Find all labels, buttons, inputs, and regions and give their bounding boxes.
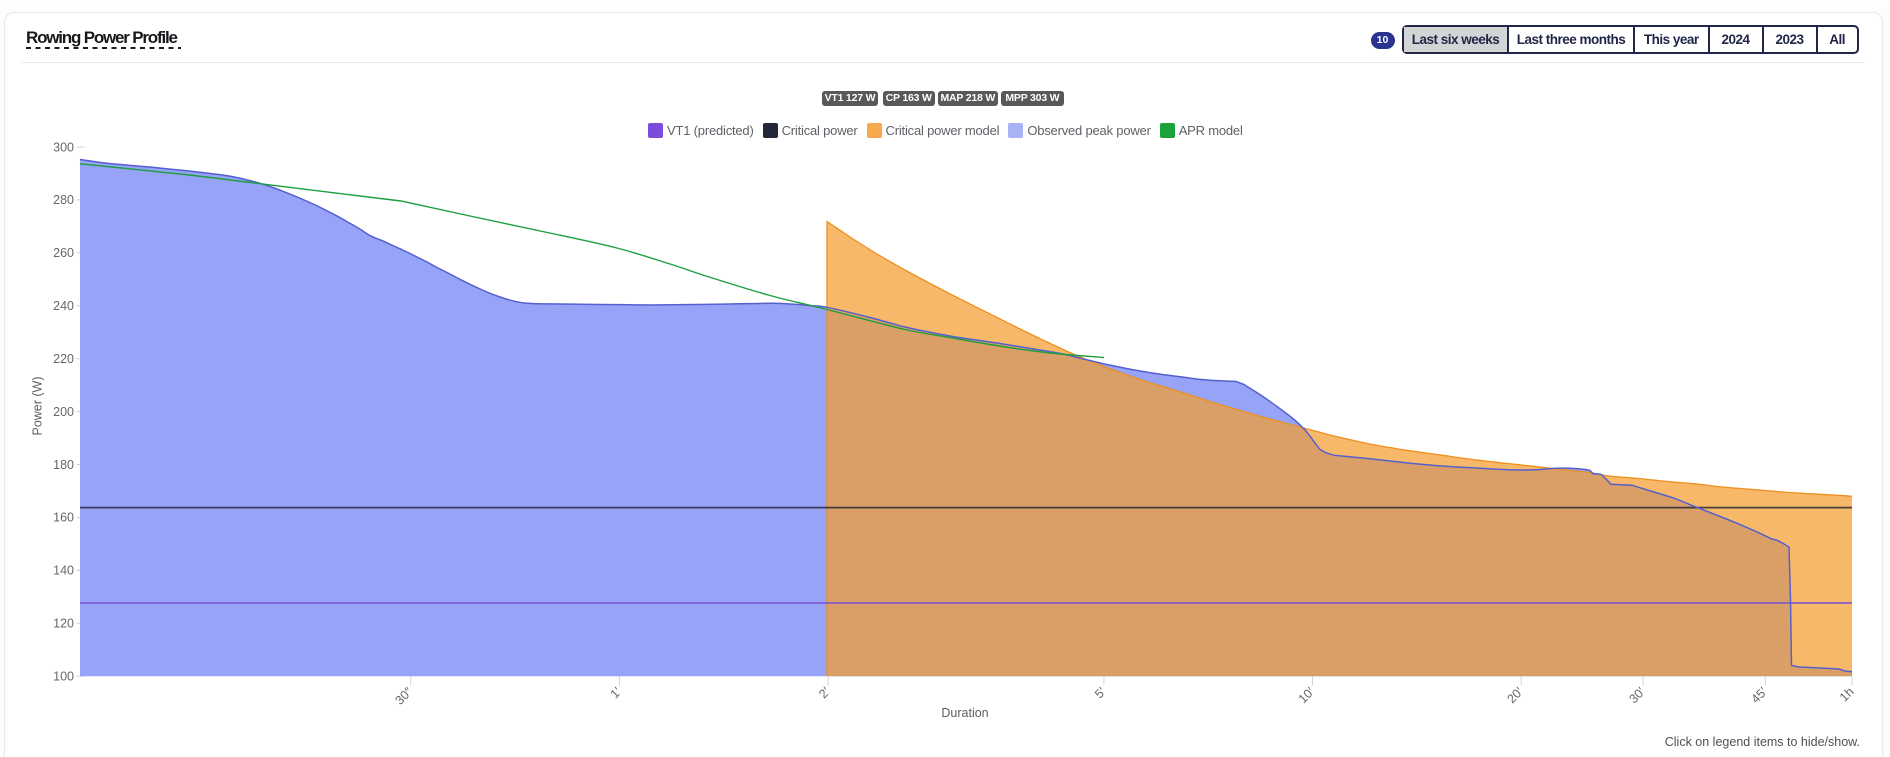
- svg-text:2′: 2′: [816, 684, 833, 701]
- svg-text:220: 220: [53, 352, 74, 366]
- svg-text:280: 280: [53, 193, 74, 207]
- svg-text:100: 100: [53, 670, 74, 684]
- svg-text:30″: 30″: [392, 684, 415, 707]
- svg-text:200: 200: [53, 405, 74, 419]
- svg-text:180: 180: [53, 458, 74, 472]
- svg-text:Power (W): Power (W): [31, 376, 45, 435]
- svg-text:140: 140: [53, 564, 74, 578]
- svg-text:300: 300: [53, 140, 74, 154]
- svg-text:120: 120: [53, 617, 74, 631]
- svg-text:20′: 20′: [1504, 684, 1526, 706]
- svg-text:45′: 45′: [1749, 684, 1771, 706]
- svg-text:Duration: Duration: [941, 706, 988, 720]
- svg-text:1′: 1′: [608, 684, 625, 701]
- svg-text:260: 260: [53, 246, 74, 260]
- svg-text:30′: 30′: [1626, 684, 1648, 706]
- svg-text:10′: 10′: [1296, 684, 1318, 706]
- svg-text:240: 240: [53, 299, 74, 313]
- svg-text:160: 160: [53, 511, 74, 525]
- svg-text:1h: 1h: [1837, 685, 1857, 705]
- svg-text:5′: 5′: [1092, 684, 1109, 701]
